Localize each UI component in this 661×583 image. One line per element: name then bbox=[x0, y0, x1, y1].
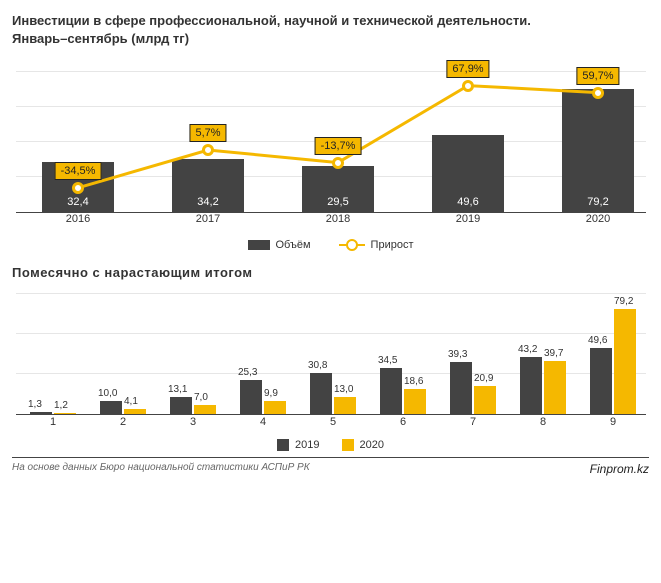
chart1-growth-badge: -34,5% bbox=[55, 162, 102, 180]
chart2-bar-2020 bbox=[194, 405, 216, 414]
legend-label-2019: 2019 bbox=[295, 439, 319, 451]
chart1-growth-badge: 5,7% bbox=[189, 124, 226, 142]
legend-item-growth: Прирост bbox=[339, 239, 414, 251]
chart2-bar-2020 bbox=[474, 386, 496, 414]
legend-label-2020: 2020 bbox=[360, 439, 384, 451]
chart2-value-2019: 49,6 bbox=[588, 335, 607, 346]
chart2-bar-2019 bbox=[450, 362, 472, 414]
legend-label-growth: Прирост bbox=[371, 239, 414, 251]
chart2-value-2020: 79,2 bbox=[614, 296, 633, 307]
chart1-x-label: 2020 bbox=[562, 213, 634, 225]
chart2-x-label: 2 bbox=[98, 416, 148, 428]
chart2-value-2020: 1,2 bbox=[54, 400, 68, 411]
chart2-grid-line bbox=[16, 333, 646, 334]
title-line1: Инвестиции в сфере профессиональной, нау… bbox=[12, 12, 649, 30]
chart1-x-label: 2019 bbox=[432, 213, 504, 225]
chart2-value-2020: 13,0 bbox=[334, 384, 353, 395]
chart1-marker bbox=[462, 80, 474, 92]
chart2-x-label: 3 bbox=[168, 416, 218, 428]
chart2-plot: 1,3 1,2 10,0 4,1 13,1 7,0 25,3 9,9 30,8 13,0 34,5 1… bbox=[16, 295, 646, 415]
chart2-bar-2019 bbox=[170, 397, 192, 414]
chart2-grid-line bbox=[16, 293, 646, 294]
chart2-bar-2019 bbox=[30, 412, 52, 414]
chart2-bar-2019 bbox=[310, 373, 332, 414]
chart2-x-label: 5 bbox=[308, 416, 358, 428]
chart2-bar-2019 bbox=[240, 380, 262, 414]
chart2-value-2019: 1,3 bbox=[28, 399, 42, 410]
chart2-value-2019: 39,3 bbox=[448, 349, 467, 360]
chart2-bar-2020 bbox=[614, 309, 636, 415]
chart2-bar-2019 bbox=[590, 348, 612, 414]
chart1-x-label: 2017 bbox=[172, 213, 244, 225]
chart2-x-label: 1 bbox=[28, 416, 78, 428]
chart2-value-2020: 20,9 bbox=[474, 373, 493, 384]
chart1-growth-badge: -13,7% bbox=[315, 137, 362, 155]
legend-label-volume: Объём bbox=[276, 239, 311, 251]
legend-item-volume: Объём bbox=[248, 239, 311, 251]
chart2-value-2019: 25,3 bbox=[238, 367, 257, 378]
chart2-value-2019: 10,0 bbox=[98, 388, 117, 399]
chart2-bar-2020 bbox=[54, 413, 76, 415]
legend-swatch-line bbox=[339, 239, 365, 251]
chart2-x-label: 6 bbox=[378, 416, 428, 428]
legend-swatch-bar bbox=[248, 240, 270, 250]
footer: На основе данных Бюро национальной стати… bbox=[12, 457, 649, 476]
chart1-legend: Объём Прирост bbox=[12, 239, 649, 251]
chart1-x-label: 2016 bbox=[42, 213, 114, 225]
chart-title: Инвестиции в сфере профессиональной, нау… bbox=[12, 12, 649, 47]
footer-source: На основе данных Бюро национальной стати… bbox=[12, 462, 310, 473]
chart2-bar-2019 bbox=[520, 357, 542, 415]
chart1-marker bbox=[332, 157, 344, 169]
chart1-container: 32,4-34,5%34,25,7%29,5-13,7%49,667,9%79,… bbox=[16, 65, 646, 235]
chart1-marker bbox=[202, 144, 214, 156]
chart2-bar-2020 bbox=[124, 409, 146, 414]
chart1-marker bbox=[72, 182, 84, 194]
title-line2: Январь–сентябрь (млрд тг) bbox=[12, 30, 649, 48]
chart2-value-2020: 4,1 bbox=[124, 396, 138, 407]
chart2-value-2020: 18,6 bbox=[404, 376, 423, 387]
chart2-bar-2019 bbox=[100, 401, 122, 414]
chart2-bar-2020 bbox=[404, 389, 426, 414]
chart2-bar-2019 bbox=[380, 368, 402, 414]
chart2-value-2019: 13,1 bbox=[168, 384, 187, 395]
legend-swatch-2019 bbox=[277, 439, 289, 451]
chart1-growth-badge: 59,7% bbox=[576, 67, 619, 85]
chart2-value-2020: 39,7 bbox=[544, 348, 563, 359]
chart2-bar-2020 bbox=[334, 397, 356, 414]
chart2-x-label: 9 bbox=[588, 416, 638, 428]
chart1-grid-line bbox=[16, 71, 646, 72]
chart1-plot: 32,4-34,5%34,25,7%29,5-13,7%49,667,9%79,… bbox=[16, 73, 646, 213]
chart2-container: 1,3 1,2 10,0 4,1 13,1 7,0 25,3 9,9 30,8 13,0 34,5 1… bbox=[16, 290, 646, 435]
chart2-title: Помесячно с нарастающим итогом bbox=[12, 265, 649, 280]
legend-item-2020: 2020 bbox=[342, 439, 384, 451]
chart1-x-label: 2018 bbox=[302, 213, 374, 225]
footer-brand: Finprom.kz bbox=[590, 462, 649, 476]
chart2-legend: 2019 2020 bbox=[12, 439, 649, 451]
chart2-value-2020: 9,9 bbox=[264, 388, 278, 399]
chart2-x-label: 8 bbox=[518, 416, 568, 428]
chart2-value-2019: 30,8 bbox=[308, 360, 327, 371]
chart1-growth-badge: 67,9% bbox=[446, 60, 489, 78]
chart2-x-label: 4 bbox=[238, 416, 288, 428]
chart2-value-2020: 7,0 bbox=[194, 392, 208, 403]
legend-swatch-2020 bbox=[342, 439, 354, 451]
chart2-value-2019: 34,5 bbox=[378, 355, 397, 366]
chart2-value-2019: 43,2 bbox=[518, 344, 537, 355]
chart2-x-label: 7 bbox=[448, 416, 498, 428]
legend-item-2019: 2019 bbox=[277, 439, 319, 451]
chart1-marker bbox=[592, 87, 604, 99]
chart2-bar-2020 bbox=[264, 401, 286, 414]
chart2-bar-2020 bbox=[544, 361, 566, 414]
